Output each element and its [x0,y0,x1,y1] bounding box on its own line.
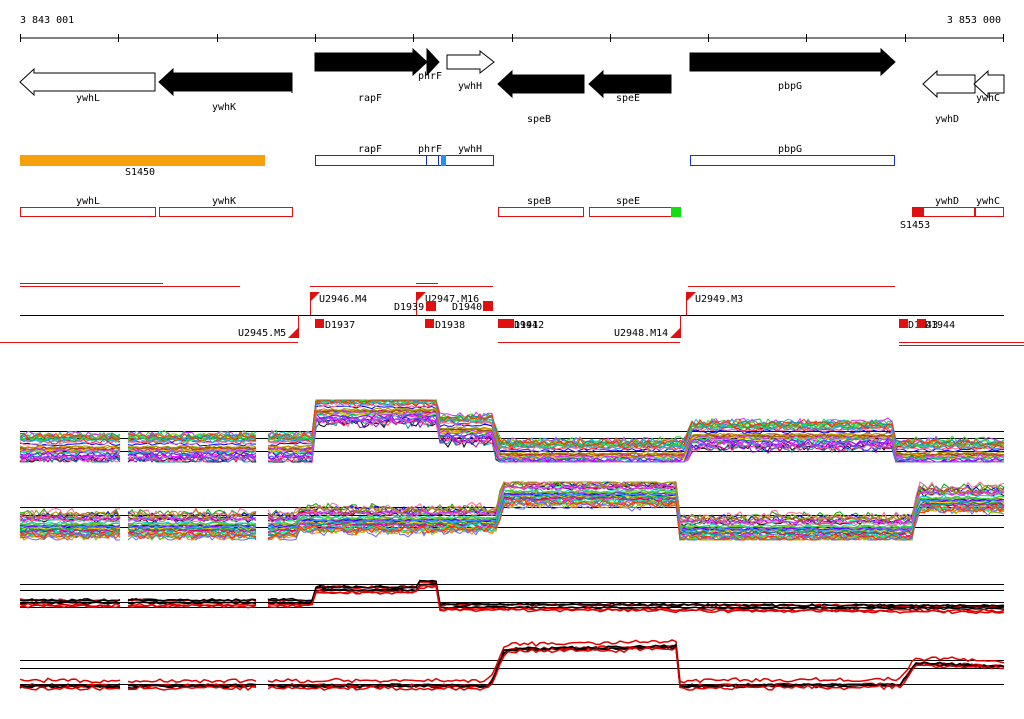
terminator-D1944-label: D1944 [925,320,955,331]
red-box-marker-label: S1453 [900,220,930,231]
expression-profile-line [19,498,1005,541]
expression-profile-line [19,579,1005,609]
promoter-U2945[interactable]: U2945.M5 [238,315,299,339]
terminator-D1941[interactable]: D1941 [498,319,538,331]
expression-profile-line [19,584,1005,613]
gene-ywhH-label: ywhH [458,81,482,92]
gene-ywhD[interactable]: ywhD [922,69,976,125]
red-box-ywhL-label: ywhL [76,196,100,207]
gene-speB-label: speB [527,114,551,125]
expression-profile-line [19,495,1005,536]
terminator-D1941-label: D1941 [508,320,538,331]
expression-profile-line [19,646,1004,692]
expression-profile-line [19,489,1005,530]
red-box-speB-label: speB [527,196,551,207]
gene-ywhL-label: ywhL [76,93,100,104]
red-box-speB[interactable] [498,207,584,217]
terminator-D1942-label: D1942 [514,320,544,331]
red-box-ywhC[interactable] [975,207,1004,217]
gene-rapF-label: rapF [358,93,382,104]
expression-track-3 [19,579,1005,615]
expression-track-2 [19,481,1005,542]
gene-pbpG[interactable]: pbpG [689,47,896,92]
green-marker [671,207,681,217]
gene-ywhK-label: ywhK [212,102,236,113]
terminator-D1938-label: D1938 [435,320,465,331]
expression-profile-line [19,582,1005,611]
red-box-ywhK-label: ywhK [212,196,236,207]
terminator-D1937[interactable]: D1937 [315,319,355,331]
coord-end: 3 853 000 [947,15,1001,26]
orange-region[interactable] [20,155,265,166]
gene-ywhH[interactable]: ywhH [446,49,495,92]
expression-profile-line [19,410,1005,460]
red-box-speE-label: speE [616,196,640,207]
gene-speB[interactable]: speB [497,69,585,125]
promoter-U2949[interactable]: U2949.M3 [686,292,743,315]
blue-box-rapF-label: rapF [358,144,382,155]
red-box-ywhL[interactable] [20,207,156,217]
coord-start: 3 843 001 [20,15,74,26]
blue-box-phrF-label: phrF [418,144,442,155]
gene-phrF-label: phrF [418,71,442,82]
gene-rapF[interactable]: rapF [314,47,428,104]
terminator-D1939[interactable]: D1939 [394,301,436,313]
expression-profile-line [19,481,1005,523]
terminator-D1937-label: D1937 [325,320,355,331]
promoter-U2948-label: U2948.M14 [614,328,668,339]
red-box-marker[interactable] [912,207,923,217]
annotation-track-red: ywhL ywhK speB speE ywhD ywhC S1453 [20,196,1004,231]
coordinate-ruler: 3 843 001 3 853 000 [20,15,1004,42]
blue-box-rapF-group[interactable] [315,155,494,166]
promoter-U2946[interactable]: U2946.M4 [310,292,367,315]
promoter-U2949-label: U2949.M3 [695,294,743,305]
ruler-ticks [20,34,1004,42]
expression-track-1 [19,398,1005,464]
blue-box-pbpG-label: pbpG [778,144,802,155]
gene-speE-label: speE [616,93,640,104]
terminator-D1940-label: D1940 [452,302,482,313]
gene-ywhC[interactable]: ywhC [973,69,1005,104]
expression-profile-line [19,482,1005,526]
blue-box-highlight [441,155,446,166]
gene-ywhD-label: ywhD [935,114,959,125]
terminator-D1939-label: D1939 [394,302,424,313]
gene-ywhC-label: ywhC [976,93,1000,104]
annotation-track-blue: S1450 rapF phrF ywhH pbpG [20,144,895,178]
terminator-D1944[interactable]: D1944 [917,319,955,331]
gene-speE[interactable]: speE [588,69,672,104]
promoter-U2947[interactable]: U2947.M16 [416,292,479,315]
gene-phrF[interactable]: phrF [418,47,442,82]
expression-profile-line [19,399,1005,451]
terminator-D1942[interactable]: D1942 [505,319,544,331]
expression-profile-line [19,413,1004,463]
expression-profile-line [19,407,1005,455]
expression-track-4 [19,639,1005,692]
promoter-U2946-label: U2946.M4 [319,294,367,305]
blue-box-ywhH-label: ywhH [458,144,482,155]
red-box-ywhD-label: ywhD [935,196,959,207]
expression-profile-line [19,643,1005,688]
transcript-track: U2946.M4 U2947.M16 D1939 D1940 U2949.M3 … [0,283,1024,346]
red-box-ywhD[interactable] [923,207,975,217]
expression-profile-line [19,639,1005,684]
red-box-ywhC-label: ywhC [976,196,1000,207]
promoter-U2945-label: U2945.M5 [238,328,286,339]
gene-ywhK[interactable]: ywhK [158,67,293,113]
promoter-U2948[interactable]: U2948.M14 [614,315,681,339]
expression-profile-line [19,492,1005,532]
terminator-D1938[interactable]: D1938 [425,319,465,331]
blue-box-pbpG[interactable] [690,155,895,166]
promoter-U2947-label: U2947.M16 [425,294,479,305]
orange-region-label: S1450 [125,167,155,178]
gene-ywhL[interactable]: ywhL [19,67,156,104]
expression-profile-line [20,399,1005,449]
gene-pbpG-label: pbpG [778,81,802,92]
terminator-D1940[interactable]: D1940 [452,301,493,313]
red-box-speE[interactable] [589,207,672,217]
gene-track: ywhL ywhK rapF phrF ywhH speB [19,47,1005,125]
red-box-ywhK[interactable] [159,207,293,217]
